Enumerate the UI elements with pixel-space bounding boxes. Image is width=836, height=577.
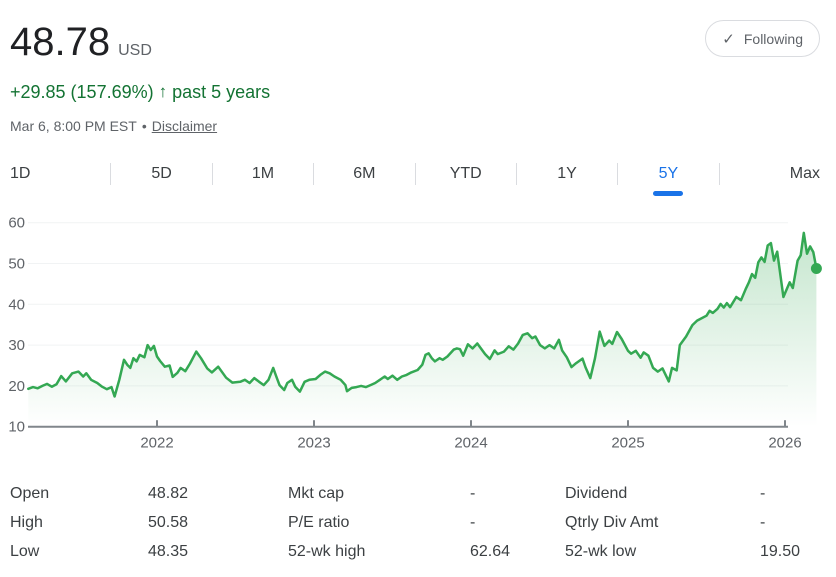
stat-label: 52-wk high [288,543,366,560]
stats-table: Open 48.82 High 50.58 Low 48.35 Mkt cap - P/E ra… [0,479,836,569]
tab-label: 1Y [557,165,577,182]
y-axis-label: 50 [8,256,25,273]
x-axis-label: 2023 [297,435,330,452]
stat-label: P/E ratio [288,514,350,531]
stat-label: Open [10,485,50,502]
price-area-fill [28,232,817,427]
tab-divider [718,163,720,185]
stats-column: Mkt cap - P/E ratio - 52-wk high 62.64 [288,479,558,566]
bullet-separator: • [141,118,147,134]
tab-label: 5Y [658,165,679,182]
tab-divider [110,163,112,185]
x-axis-label: 2026 [768,435,801,452]
check-icon: ✓ [722,30,735,48]
price-chart[interactable]: 2022 2023 2024 2025 2026 10 20 30 40 50 60 [0,200,836,460]
price-row: 48.78 USD [10,20,152,64]
tab-divider [617,163,619,185]
tab-divider [414,163,416,185]
active-tab-indicator [653,191,684,196]
y-axis-label: 10 [8,419,25,436]
stat-label: Low [10,543,40,560]
x-axis-label: 2022 [140,435,173,452]
stat-row: 52-wk high 62.64 [288,537,558,566]
tab-divider [313,163,315,185]
stat-row: Mkt cap - [288,479,558,508]
currency-label: USD [118,42,152,59]
stat-value: 48.82 [148,485,189,502]
price-change-value: +29.85 (157.69%) [10,82,154,102]
x-axis-label: 2024 [454,435,487,452]
tab-label: 1D [10,165,31,182]
stats-column: Dividend - Qtrly Div Amt - 52-wk low 19.50 [565,479,825,566]
tab-label: 6M [353,165,376,182]
stat-row: Low 48.35 [10,537,280,566]
stat-row: Dividend - [565,479,825,508]
price-change-row: +29.85 (157.69%) ↑ past 5 years [10,82,270,103]
stat-label: Dividend [565,485,628,502]
stat-row: P/E ratio - [288,508,558,537]
stats-column: Open 48.82 High 50.58 Low 48.35 [10,479,280,566]
tab-ytd[interactable]: YTD [416,152,516,196]
price-line [27,231,818,398]
following-label: Following [743,30,803,47]
last-price-dot [810,262,822,274]
stat-label: Qtrly Div Amt [565,514,659,531]
tab-label: Max [789,165,820,182]
stat-label: Mkt cap [288,485,345,502]
current-price: 48.78 [10,20,111,64]
stat-row: High 50.58 [10,508,280,537]
x-axis-label: 2025 [611,435,644,452]
tab-6m[interactable]: 6M [314,152,414,196]
stat-row: Open 48.82 [10,479,280,508]
tab-max[interactable]: Max [720,152,836,196]
stat-value: 19.50 [760,543,801,560]
stat-value: 62.64 [470,543,511,560]
tab-1m[interactable]: 1M [213,152,313,196]
stat-label: High [10,514,43,531]
stat-value: - [760,485,766,502]
stat-value: 48.35 [148,543,189,560]
y-axis-label: 40 [8,296,25,313]
following-button[interactable]: ✓ Following [705,20,820,57]
time-range-tabs: 1D 5D 1M 6M YTD 1Y 5Y Max [0,152,836,196]
price-chart-svg[interactable]: 2022 2023 2024 2025 2026 10 20 30 40 50 60 [0,200,836,460]
quote-timestamp-row: Mar 6, 8:00 PM EST • Disclaimer [10,118,217,134]
y-axis-label: 30 [8,337,25,354]
stat-value: - [760,514,766,531]
tab-5y[interactable]: 5Y [618,152,718,196]
tab-divider [211,163,213,185]
stat-value: - [470,514,476,531]
price-change-period: past 5 years [172,82,271,102]
y-axis: 10 20 30 40 50 60 [8,215,25,436]
y-axis-label: 20 [8,378,25,395]
tab-label: 1M [251,165,275,182]
y-axis-label: 60 [8,215,25,232]
x-axis: 2022 2023 2024 2025 2026 [28,420,802,452]
stat-label: 52-wk low [565,543,637,560]
tab-label: 5D [151,165,172,182]
quote-timestamp: Mar 6, 8:00 PM EST [10,118,137,134]
stat-row: Qtrly Div Amt - [565,508,825,537]
arrow-up-icon: ↑ [158,81,168,101]
disclaimer-link[interactable]: Disclaimer [151,118,218,134]
stat-row: 52-wk low 19.50 [565,537,825,566]
stat-value: 50.58 [148,514,189,531]
stat-value: - [470,485,476,502]
tab-1d[interactable]: 1D [0,152,110,196]
tab-5d[interactable]: 5D [111,152,211,196]
tab-1y[interactable]: 1Y [517,152,617,196]
tab-label: YTD [449,165,482,182]
tab-divider [515,163,517,185]
